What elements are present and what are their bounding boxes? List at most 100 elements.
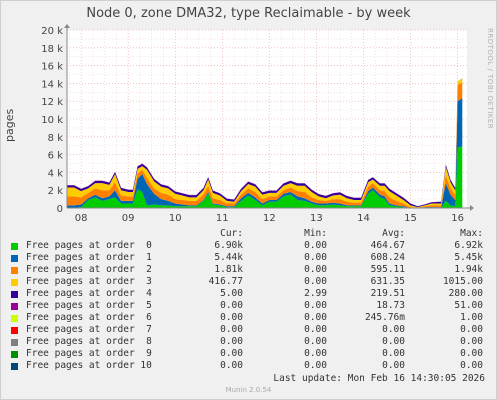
legend-avg: 464.67	[370, 240, 405, 251]
legend-cur: 416.77	[208, 276, 243, 287]
legend-max: 5.45k	[454, 252, 483, 263]
y-tick-label: 2 k	[48, 186, 64, 197]
legend-cur: 6.90k	[214, 240, 243, 251]
legend-swatch	[11, 255, 18, 262]
x-tick-label: 09	[122, 213, 135, 224]
x-tick-label: 16	[451, 213, 464, 224]
legend: Cur: Min: Avg: Max: Free pages at order …	[11, 228, 491, 372]
legend-header-max: Max:	[460, 228, 483, 239]
y-tick-label: 14 k	[41, 79, 63, 90]
legend-cur: 0.00	[220, 336, 243, 347]
legend-max: 0.00	[460, 324, 483, 335]
legend-min: 0.00	[304, 360, 327, 371]
legend-min: 0.00	[304, 324, 327, 335]
legend-min: 0.00	[304, 336, 327, 347]
y-tick-label: 0	[57, 204, 63, 215]
legend-row: Free pages at order 1 5.44k 0.00 608.24 5.45…	[11, 252, 491, 264]
legend-label: Free pages at order 2	[26, 264, 152, 275]
legend-cur: 0.00	[220, 312, 243, 323]
legend-min: 0.00	[304, 264, 327, 275]
legend-row: Free pages at order 8 0.00 0.00 0.00 0.00	[11, 336, 491, 348]
legend-swatch	[11, 315, 18, 322]
legend-label: Free pages at order 10	[26, 360, 152, 371]
legend-row: Free pages at order 7 0.00 0.00 0.00 0.00	[11, 324, 491, 336]
legend-max: 0.00	[460, 360, 483, 371]
legend-avg: 0.00	[382, 348, 405, 359]
legend-header-cur: Cur:	[220, 228, 243, 239]
legend-avg: 595.11	[370, 264, 405, 275]
x-tick-label: 13	[310, 213, 323, 224]
legend-swatch	[11, 339, 18, 346]
legend-label: Free pages at order 5	[26, 300, 152, 311]
legend-avg: 631.35	[370, 276, 405, 287]
legend-max: 280.00	[448, 288, 483, 299]
legend-cur: 0.00	[220, 348, 243, 359]
legend-min: 0.00	[304, 312, 327, 323]
y-tick-label: 8 k	[48, 133, 64, 144]
legend-header-avg: Avg:	[382, 228, 405, 239]
x-tick-label: 14	[357, 213, 370, 224]
legend-cur: 5.00	[220, 288, 243, 299]
legend-min: 0.00	[304, 276, 327, 287]
series-area	[67, 146, 463, 208]
legend-cur: 1.81k	[214, 264, 243, 275]
legend-min: 0.00	[304, 252, 327, 263]
y-tick-label: 10 k	[41, 115, 63, 126]
rrdtool-credit: RRDTOOL / TOBI OETIKER	[486, 28, 494, 130]
legend-min: 0.00	[304, 300, 327, 311]
x-axis-arrow	[470, 205, 474, 211]
legend-cur: 0.00	[220, 324, 243, 335]
legend-row: Free pages at order 9 0.00 0.00 0.00 0.00	[11, 348, 491, 360]
legend-avg: 608.24	[370, 252, 405, 263]
legend-avg: 245.76m	[364, 312, 405, 323]
legend-max: 0.00	[460, 336, 483, 347]
legend-max: 51.00	[454, 300, 483, 311]
legend-row: Free pages at order 2 1.81k 0.00 595.11 1.94…	[11, 264, 491, 276]
legend-max: 1015.00	[442, 276, 483, 287]
graph-title: Node 0, zone DMA32, type Reclaimable - b…	[86, 6, 411, 21]
legend-min: 0.00	[304, 348, 327, 359]
y-tick-label: 12 k	[41, 97, 63, 108]
legend-min: 0.00	[304, 240, 327, 251]
legend-row: Free pages at order 0 6.90k 0.00 464.67 6.92…	[11, 240, 491, 252]
y-tick-label: 4 k	[48, 168, 64, 179]
legend-row: Free pages at order 5 0.00 0.00 18.73 51.00	[11, 300, 491, 312]
legend-max: 6.92k	[454, 240, 483, 251]
y-tick-label: 18 k	[41, 44, 63, 55]
legend-swatch	[11, 363, 18, 370]
legend-label: Free pages at order 9	[26, 348, 152, 359]
legend-avg: 219.51	[370, 288, 405, 299]
y-tick-label: 20 k	[41, 26, 63, 37]
legend-cur: 5.44k	[214, 252, 243, 263]
legend-label: Free pages at order 4	[26, 288, 152, 299]
legend-cur: 0.00	[220, 360, 243, 371]
series-area	[67, 82, 463, 208]
legend-swatch	[11, 267, 18, 274]
x-tick-label: 10	[169, 213, 182, 224]
legend-avg: 0.00	[382, 324, 405, 335]
legend-label: Free pages at order 7	[26, 324, 152, 335]
legend-min: 2.99	[304, 288, 327, 299]
legend-swatch	[11, 327, 18, 334]
legend-avg: 0.00	[382, 336, 405, 347]
y-axis-arrow	[64, 24, 70, 28]
last-update: Last update: Mon Feb 16 14:30:05 2026	[273, 373, 485, 384]
legend-row: Free pages at order 4 5.00 2.99 219.51 280.0…	[11, 288, 491, 300]
legend-cur: 0.00	[220, 300, 243, 311]
legend-swatch	[11, 291, 18, 298]
legend-swatch	[11, 279, 18, 286]
legend-swatch	[11, 351, 18, 358]
munin-version: Munin 2.0.54	[225, 386, 272, 394]
legend-avg: 0.00	[382, 360, 405, 371]
legend-max: 0.00	[460, 348, 483, 359]
x-tick-label: 15	[404, 213, 417, 224]
y-tick-label: 6 k	[48, 151, 64, 162]
legend-label: Free pages at order 3	[26, 276, 152, 287]
legend-label: Free pages at order 1	[26, 252, 152, 263]
legend-swatch	[11, 243, 18, 250]
y-tick-label: 16 k	[41, 62, 63, 73]
legend-max: 1.00	[460, 312, 483, 323]
x-tick-label: 08	[75, 213, 88, 224]
legend-swatch	[11, 303, 18, 310]
legend-header: Cur: Min: Avg: Max:	[11, 228, 491, 240]
